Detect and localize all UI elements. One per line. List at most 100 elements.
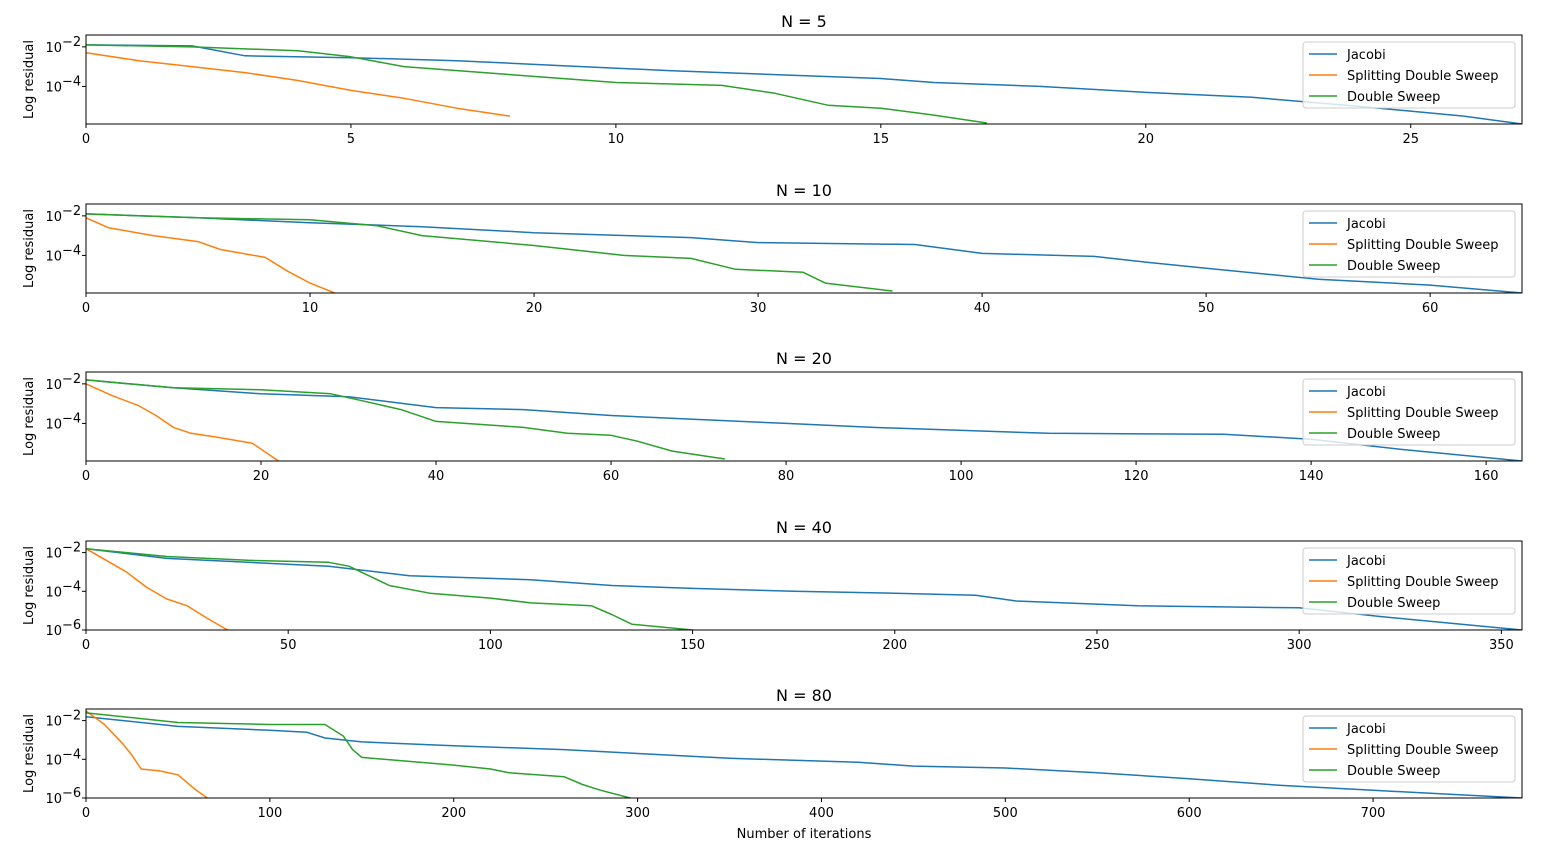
x-tick-label: 25: [1402, 132, 1419, 147]
y-tick-base: 10: [45, 792, 62, 807]
series-line-splitting-double-sweep: [86, 52, 511, 117]
series-group: [86, 379, 1522, 461]
x-tick-label: 150: [680, 638, 705, 653]
axes-frame: [85, 708, 1523, 799]
legend-label-splitting-double-sweep: Splitting Double Sweep: [1347, 575, 1499, 590]
axes-frame: [85, 540, 1523, 631]
legend-box: [1302, 210, 1516, 278]
x-tick-label: 100: [257, 806, 282, 821]
x-tick-label: 10: [608, 132, 625, 147]
axes-frame: [85, 371, 1523, 462]
legend-label-double-sweep: Double Sweep: [1347, 427, 1440, 442]
series-line-double-sweep: [86, 379, 725, 460]
legend-label-jacobi: Jacobi: [1346, 722, 1386, 737]
y-tick-exponent: −2: [62, 709, 81, 724]
legend-box: [1302, 715, 1516, 783]
x-tick-label: 20: [526, 301, 543, 316]
axes-frame: [85, 34, 1523, 125]
x-tick-label: 400: [809, 806, 834, 821]
series-line-double-sweep: [86, 213, 893, 292]
x-tick-label: 200: [441, 806, 466, 821]
x-tick-label: 200: [882, 638, 907, 653]
x-tick-label: 140: [1299, 469, 1324, 484]
x-tick-label: 20: [253, 469, 270, 484]
x-tick-label: 30: [750, 301, 767, 316]
y-axis-label: Log residual: [22, 40, 37, 119]
series-line-double-sweep: [86, 44, 987, 124]
y-axis-label: Log residual: [22, 209, 37, 288]
legend: Jacobi Splitting Double Sweep Double Sweep: [1302, 547, 1516, 615]
y-axis-label: Log residual: [22, 377, 37, 456]
series-line-jacobi: [86, 715, 1522, 798]
y-axis-label: Log residual: [22, 714, 37, 793]
y-tick-exponent: −4: [62, 74, 81, 89]
subplot-3: N = 20 Log residual 0 20 40 60 80 100 120 140 160 1…: [22, 349, 1523, 484]
series-group: [86, 710, 1522, 798]
subplot-4: N = 40 Log residual 0 50 100 150 200 250 300 350 1…: [22, 518, 1523, 653]
x-tick-label: 100: [949, 469, 974, 484]
legend-label-splitting-double-sweep: Splitting Double Sweep: [1347, 743, 1499, 758]
y-tick-exponent: −2: [62, 35, 81, 50]
subplot-title: N = 10: [776, 181, 832, 200]
x-tick-label: 50: [280, 638, 297, 653]
x-tick-label: 100: [478, 638, 503, 653]
x-tick-label: 300: [1287, 638, 1312, 653]
series-line-double-sweep: [86, 547, 693, 630]
x-tick-label: 160: [1474, 469, 1499, 484]
legend: Jacobi Splitting Double Sweep Double Sweep: [1302, 41, 1516, 109]
legend-label-double-sweep: Double Sweep: [1347, 764, 1440, 779]
y-tick-base: 10: [45, 547, 62, 562]
y-tick-base: 10: [45, 378, 62, 393]
series-line-splitting-double-sweep: [86, 548, 228, 630]
legend-label-splitting-double-sweep: Splitting Double Sweep: [1347, 406, 1499, 421]
x-tick-label: 60: [1422, 301, 1439, 316]
legend-label-double-sweep: Double Sweep: [1347, 596, 1440, 611]
y-tick-exponent: −4: [62, 411, 81, 426]
series-line-splitting-double-sweep: [86, 217, 335, 293]
y-tick-exponent: −2: [62, 541, 81, 556]
y-tick-exponent: −4: [62, 243, 81, 258]
series-line-jacobi: [86, 213, 1522, 293]
y-tick-base: 10: [45, 585, 62, 600]
legend-label-jacobi: Jacobi: [1346, 48, 1386, 63]
legend-label-jacobi: Jacobi: [1346, 554, 1386, 569]
axes-frame: [85, 203, 1523, 294]
y-tick-exponent: −6: [62, 618, 81, 633]
legend: Jacobi Splitting Double Sweep Double Sweep: [1302, 715, 1516, 783]
legend-label-double-sweep: Double Sweep: [1347, 259, 1440, 274]
legend-label-splitting-double-sweep: Splitting Double Sweep: [1347, 238, 1499, 253]
x-tick-label: 40: [428, 469, 445, 484]
y-tick-exponent: −6: [62, 786, 81, 801]
y-tick-base: 10: [45, 210, 62, 225]
subplot-title: N = 20: [776, 349, 832, 368]
series-group: [86, 213, 1522, 293]
y-tick-base: 10: [45, 715, 62, 730]
x-tick-label: 600: [1177, 806, 1202, 821]
y-tick-base: 10: [45, 249, 62, 264]
legend-box: [1302, 378, 1516, 446]
y-tick-base: 10: [45, 41, 62, 56]
series-line-jacobi: [86, 379, 1522, 461]
x-tick-label: 80: [778, 469, 795, 484]
series-group: [86, 547, 1522, 630]
x-tick-label: 5: [347, 132, 355, 147]
x-tick-label: 60: [603, 469, 620, 484]
subplot-title: N = 5: [781, 12, 827, 31]
x-tick-label: 0: [82, 132, 90, 147]
x-tick-label: 40: [974, 301, 991, 316]
y-tick-base: 10: [45, 80, 62, 95]
legend-label-jacobi: Jacobi: [1346, 217, 1386, 232]
x-tick-label: 0: [82, 638, 90, 653]
y-tick-base: 10: [45, 417, 62, 432]
x-tick-label: 300: [625, 806, 650, 821]
legend-label-jacobi: Jacobi: [1346, 385, 1386, 400]
x-tick-label: 50: [1198, 301, 1215, 316]
legend-label-double-sweep: Double Sweep: [1347, 90, 1440, 105]
y-tick-exponent: −4: [62, 747, 81, 762]
y-tick-base: 10: [45, 624, 62, 639]
x-tick-label: 350: [1489, 638, 1514, 653]
legend-box: [1302, 547, 1516, 615]
